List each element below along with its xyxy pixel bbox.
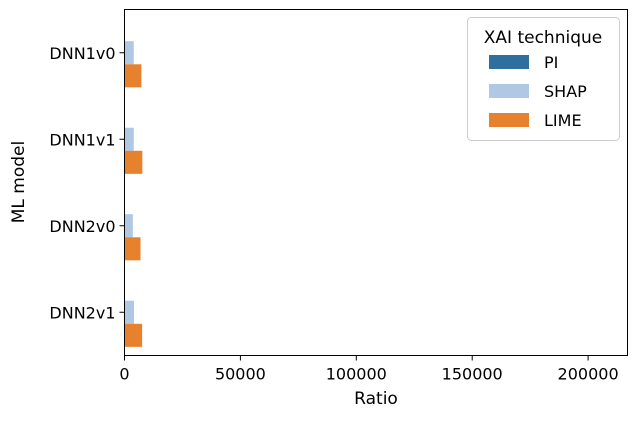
- y-axis-ticks: DNN1v0 DNN1v1 DNN2v0 DNN2v1: [49, 44, 124, 323]
- legend-label-pi: PI: [544, 53, 558, 72]
- x-axis-label: Ratio: [354, 389, 398, 409]
- y-tick-label: DNN1v1: [49, 130, 115, 149]
- x-tick-label: 0: [119, 365, 129, 384]
- x-axis-ticks: 0 50000 100000 150000 200000: [119, 356, 618, 384]
- bar-lime-dnn2v1: [125, 324, 143, 347]
- y-tick-label: DNN2v1: [49, 303, 115, 322]
- x-tick-label: 50000: [215, 365, 266, 384]
- bar-shap-dnn1v0: [125, 41, 134, 64]
- bar-lime-dnn1v1: [125, 151, 143, 174]
- legend-title: XAI technique: [484, 28, 602, 48]
- legend: XAI technique PI SHAP LIME: [468, 18, 620, 141]
- legend-label-lime: LIME: [544, 111, 582, 130]
- bar-lime-dnn2v0: [125, 237, 141, 260]
- bar-shap-dnn1v1: [125, 128, 134, 151]
- legend-label-shap: SHAP: [544, 82, 587, 101]
- x-tick-label: 100000: [326, 365, 387, 384]
- x-tick-label: 200000: [558, 365, 619, 384]
- y-tick-label: DNN2v0: [49, 217, 115, 236]
- legend-swatch-lime: [489, 113, 529, 127]
- legend-swatch-shap: [489, 84, 529, 98]
- bar-shap-dnn2v0: [125, 214, 133, 237]
- x-tick-label: 150000: [442, 365, 503, 384]
- bar-lime-dnn1v0: [125, 64, 142, 87]
- bars-layer: [125, 18, 143, 347]
- bar-shap-dnn2v1: [125, 301, 135, 324]
- y-axis-label: ML model: [9, 141, 29, 223]
- y-tick-label: DNN1v0: [49, 44, 115, 63]
- legend-swatch-pi: [489, 55, 529, 69]
